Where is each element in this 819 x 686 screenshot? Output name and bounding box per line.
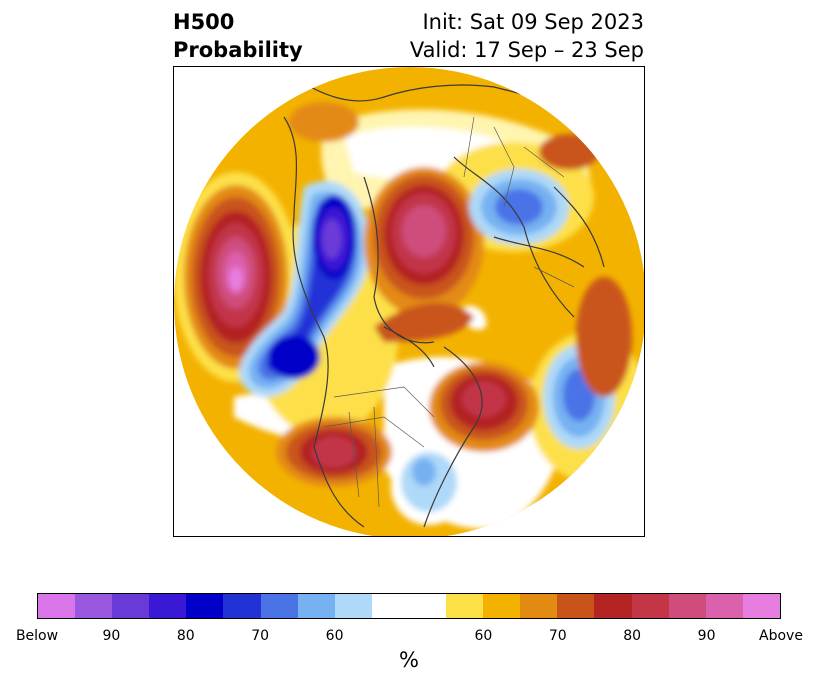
title-left: H500 Probability [173, 8, 303, 64]
colorbar-segment [705, 594, 743, 618]
colorbar-segment [483, 594, 521, 618]
colorbar-segment [446, 594, 484, 618]
colorbar-tick-label: Above [759, 628, 803, 644]
colorbar-tick-label: 80 [176, 628, 195, 644]
colorbar-segment [223, 594, 261, 618]
colorbar-segment [668, 594, 706, 618]
title-right: Init: Sat 09 Sep 2023 Valid: 17 Sep – 23… [410, 8, 644, 64]
colorbar-segment [557, 594, 595, 618]
colorbar-segment [520, 594, 558, 618]
probability-map-svg [174, 67, 644, 536]
colorbar-tick-label: 70 [251, 628, 270, 644]
colorbar-tick-label: 90 [102, 628, 121, 644]
init-date: Init: Sat 09 Sep 2023 [422, 10, 644, 34]
colorbar-segment [631, 594, 669, 618]
colorbar-segment [334, 594, 372, 618]
colorbar-tick-label: 70 [548, 628, 567, 644]
colorbar-tick-label: 60 [474, 628, 493, 644]
colorbar-segment [371, 594, 409, 618]
colorbar-segment [149, 594, 187, 618]
colorbar-segment [112, 594, 150, 618]
colorbar-tick-label: Below [15, 628, 59, 644]
colorbar-tick-label: 90 [697, 628, 716, 644]
colorbar-segment [75, 594, 113, 618]
polar-map [173, 66, 645, 537]
valid-range: Valid: 17 Sep – 23 Sep [409, 38, 644, 62]
colorbar-segment [186, 594, 224, 618]
coastlines [283, 76, 615, 528]
colorbar-segment [742, 594, 780, 618]
colorbar-segment [408, 594, 447, 618]
colorbar-tick-label: 80 [623, 628, 642, 644]
colorbar-label: % [399, 648, 419, 672]
colorbar-segment [594, 594, 632, 618]
title-variable: H500 [173, 10, 235, 34]
title-metric: Probability [173, 38, 303, 62]
borders [323, 116, 575, 508]
colorbar-segment [297, 594, 335, 618]
colorbar-tick-label: 60 [325, 628, 344, 644]
colorbar [37, 593, 781, 619]
colorbar-segment [38, 594, 76, 618]
colorbar-segment [260, 594, 298, 618]
